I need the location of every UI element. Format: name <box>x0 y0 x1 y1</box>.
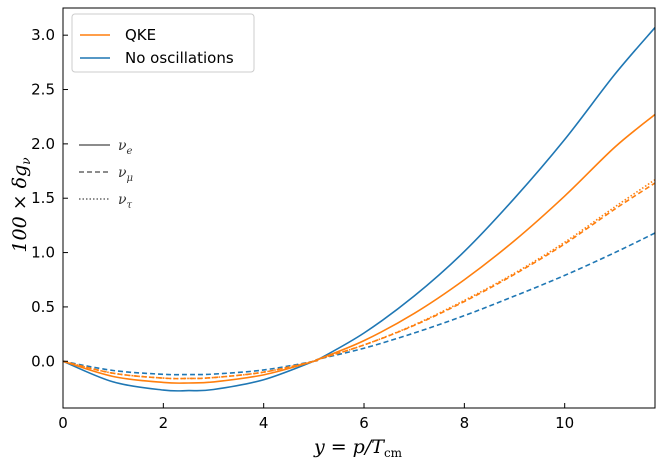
series-legend: QKE No oscillations <box>71 13 255 73</box>
series-layer <box>62 27 656 392</box>
legend-label-no-oscillations: No oscillations <box>125 49 234 67</box>
x-tick-label: 6 <box>359 414 369 432</box>
legend-label-qke: QKE <box>125 26 156 44</box>
series-line-4-dotted <box>62 179 656 380</box>
series-line-0-solid <box>62 27 656 392</box>
x-tick-label: 10 <box>555 414 574 432</box>
legend-box <box>71 13 255 73</box>
y-tick-label: 2.5 <box>31 81 55 99</box>
x-tick-label: 2 <box>159 414 169 432</box>
y-tick-label: 0.5 <box>31 298 55 316</box>
y-tick-label: 3.0 <box>31 26 55 44</box>
y-axis-label: 100 × δgν <box>9 157 33 252</box>
x-axis-label: y = p/Tcm <box>313 436 403 460</box>
y-tick-label: 1.0 <box>31 244 55 262</box>
style-label-nu-e: νe <box>118 138 133 157</box>
y-tick-label: 0.0 <box>31 352 55 370</box>
y-tick-label: 2.0 <box>31 135 55 153</box>
series-line-1-dashed <box>62 232 656 376</box>
plot-area: 0 2 4 6 8 10 0.0 0.5 1.0 1.5 2.0 2.5 3.0 <box>31 7 656 432</box>
x-tick-label: 0 <box>58 414 68 432</box>
x-tick-label: 4 <box>259 414 269 432</box>
plot-frame <box>62 7 656 409</box>
x-tick-label: 8 <box>460 414 470 432</box>
series-line-3-dashed <box>62 182 656 380</box>
x-axis-ticks: 0 2 4 6 8 10 <box>58 403 574 432</box>
y-axis-ticks: 0.0 0.5 1.0 1.5 2.0 2.5 3.0 <box>31 26 68 370</box>
y-tick-label: 1.5 <box>31 189 55 207</box>
line-style-legend: νe νμ ντ <box>79 138 133 211</box>
style-label-nu-tau: ντ <box>118 192 133 211</box>
style-label-nu-mu: νμ <box>118 165 133 184</box>
series-line-2-solid <box>62 113 656 384</box>
